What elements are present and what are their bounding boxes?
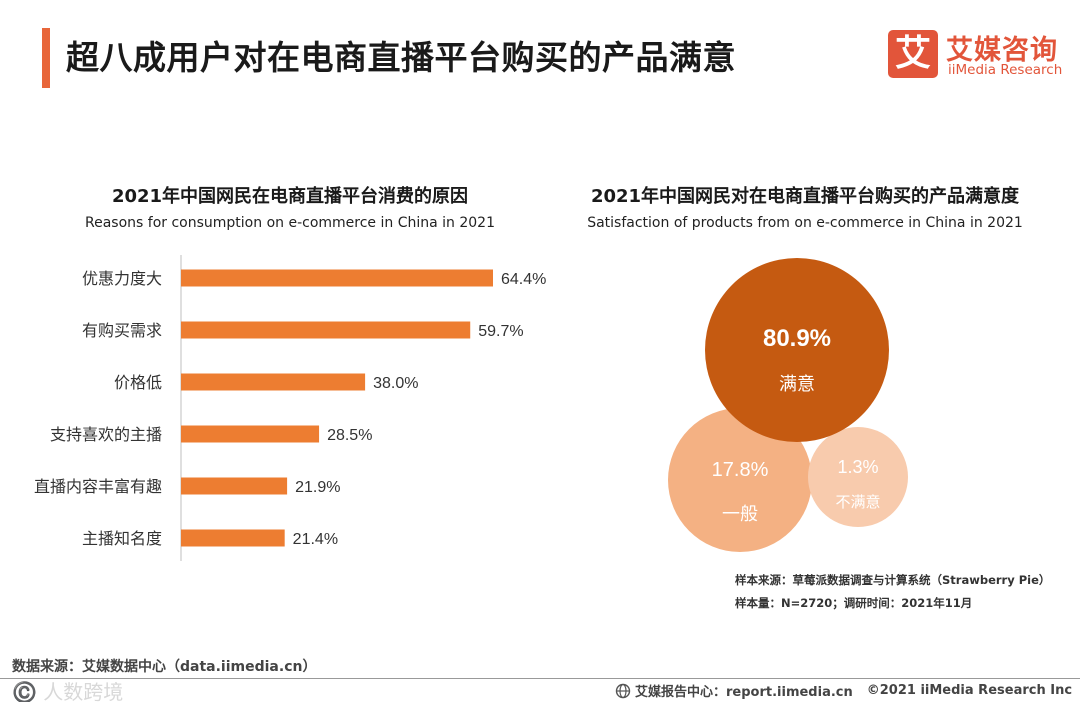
bubble [705,258,889,442]
bar-value-label: 21.9% [295,479,340,496]
bar-value-label: 21.4% [293,531,338,548]
bar-value-label: 64.4% [501,271,546,288]
bubble-chart-title: 2021年中国网民对在电商直播平台购买的产品满意度 [590,186,1020,207]
bar-category-label: 优惠力度大 [82,269,162,288]
bar-category-label: 支持喜欢的主播 [50,425,162,444]
bubble-value-label: 17.8% [712,459,769,481]
bar [181,321,471,339]
bubble-value-label: 1.3% [837,457,878,477]
bar-category-label: 价格低 [114,373,162,392]
bar-value-label: 59.7% [478,323,523,340]
bar [181,529,285,547]
bubble-category-label: 不满意 [835,493,880,511]
bubble-chart: 80.9% 满意 17.8% 一般 1.3% 不满意 [668,258,908,552]
brand-logo: 艾 艾媒咨询 iiMedia Research [888,28,1068,82]
logo-name-cn: 艾媒咨询 [946,35,1058,66]
bubble-category-label: 满意 [779,374,815,395]
logo-name-en: iiMedia Research [948,62,1063,78]
bar [181,269,493,287]
bar-chart: 优惠力度大 64.4% 有购买需求 59.7% 价格低 38.0% 支持喜欢的主播 28.5%… [34,255,546,561]
data-source: 数据来源：艾媒数据中心（data.iimedia.cn） [12,659,317,675]
bar [181,477,288,495]
bar-category-label: 直播内容丰富有趣 [34,477,162,496]
sample-source-note: 样本来源：草莓派数据调查与计算系统（Strawberry Pie） [735,573,1051,587]
bar-value-label: 38.0% [373,375,418,392]
watermark: ©️ 人数跨境 [12,680,124,702]
bar-chart-subtitle: Reasons for consumption on e-commerce in… [85,215,495,231]
bubble [808,427,908,527]
page-title: 超八成用户对在电商直播平台购买的产品满意 [66,38,736,77]
bubble-value-label: 80.9% [763,325,831,352]
copyright: ©2021 iiMedia Research Inc [866,683,1073,698]
bar [181,373,366,391]
title-accent-bar [42,28,50,88]
report-center-link[interactable]: 艾媒报告中心：report.iimedia.cn [635,685,853,700]
bar [181,425,320,443]
logo-mark: 艾 [888,30,938,78]
bar-value-label: 28.5% [327,427,372,444]
bubble-category-label: 一般 [722,504,758,525]
bar-chart-title: 2021年中国网民在电商直播平台消费的原因 [111,186,469,207]
bubble [668,408,812,552]
sample-size-note: 样本量：N=2720；调研时间：2021年11月 [735,596,973,610]
bubble-chart-subtitle: Satisfaction of products from on e-comme… [587,215,1023,231]
globe-icon [615,683,631,698]
bar-category-label: 主播知名度 [82,529,162,548]
bar-category-label: 有购买需求 [82,321,162,340]
footer-divider [0,678,1080,679]
footer: 艾媒报告中心：report.iimedia.cn ©2021 iiMedia R… [615,681,1072,700]
